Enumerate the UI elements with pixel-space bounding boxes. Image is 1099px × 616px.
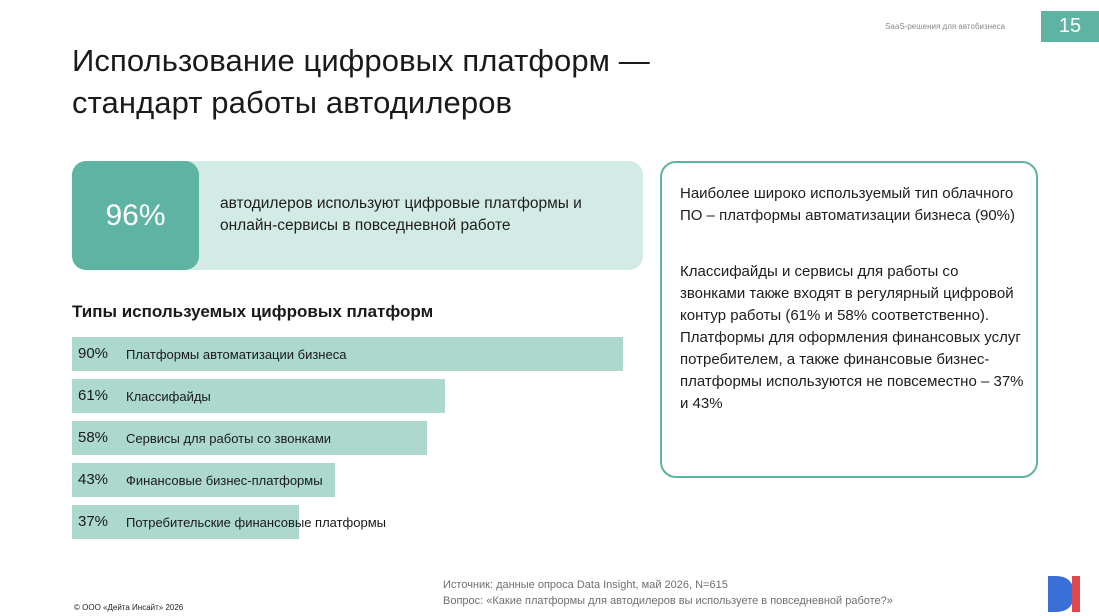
bar (72, 505, 299, 539)
logo-letter-d (1048, 576, 1074, 612)
question-text: Вопрос: «Какие платформы для автодилеров… (443, 594, 893, 607)
bar-category-label: Сервисы для работы со звонками (126, 431, 332, 446)
info-paragraph-1: Наиболее широко используемый тип облачно… (680, 185, 1016, 224)
bar-row: 58% Сервисы для работы со звонками (72, 421, 632, 455)
page-title: Использование цифровых платформ — станда… (72, 40, 650, 124)
bar-row: 43% Финансовые бизнес-платформы (72, 463, 632, 497)
bar-value-label: 43% (78, 471, 109, 488)
bar (72, 463, 336, 497)
bar-category-label: Финансовые бизнес-платформы (126, 473, 323, 488)
page-number: 15 (1041, 11, 1099, 42)
di-logo (1048, 576, 1080, 612)
bar-category-label: Потребительские финансовые платформы (126, 515, 386, 530)
title-line-1: Использование цифровых платформ — (72, 43, 650, 78)
bar-value-label: 90% (78, 345, 109, 362)
platform-bar-chart: 90% Платформы автоматизации бизнеса 61% Кла… (72, 337, 632, 547)
bar-row: 37% Потребительские финансовые платформы (72, 505, 632, 539)
bar-row: 61% Классифайды (72, 379, 632, 413)
copyright: © ООО «Дейта Инсайт» 2026 (74, 603, 184, 612)
info-paragraph-2: Классифайды и сервисы для работы со звон… (680, 263, 1024, 412)
bar (72, 337, 623, 371)
footer-source: Источник: данные опроса Data Insight, ма… (443, 578, 893, 609)
bar-value-label: 37% (78, 513, 109, 530)
logo-letter-i (1072, 576, 1080, 612)
stat-value: 96% (72, 161, 199, 270)
title-line-2: стандарт работы автодилеров (72, 85, 513, 120)
bar-category-label: Классифайды (126, 389, 211, 404)
bar (72, 379, 446, 413)
bar-row: 90% Платформы автоматизации бизнеса (72, 337, 632, 371)
bar-category-label: Платформы автоматизации бизнеса (126, 347, 347, 362)
stat-card: 96% автодилеров используют цифровые плат… (72, 161, 643, 270)
source-text: Источник: данные опроса Data Insight, ма… (443, 579, 728, 591)
bar-value-label: 61% (78, 387, 109, 404)
section-title: Типы используемых цифровых платформ (72, 302, 434, 321)
info-card: Наиболее широко используемый тип облачно… (660, 161, 1038, 478)
bar-value-label: 58% (78, 429, 109, 446)
header-label: SaaS-решения для автобизнеса (885, 22, 1005, 31)
bar (72, 421, 428, 455)
stat-text: автодилеров используют цифровые платформ… (220, 195, 582, 234)
